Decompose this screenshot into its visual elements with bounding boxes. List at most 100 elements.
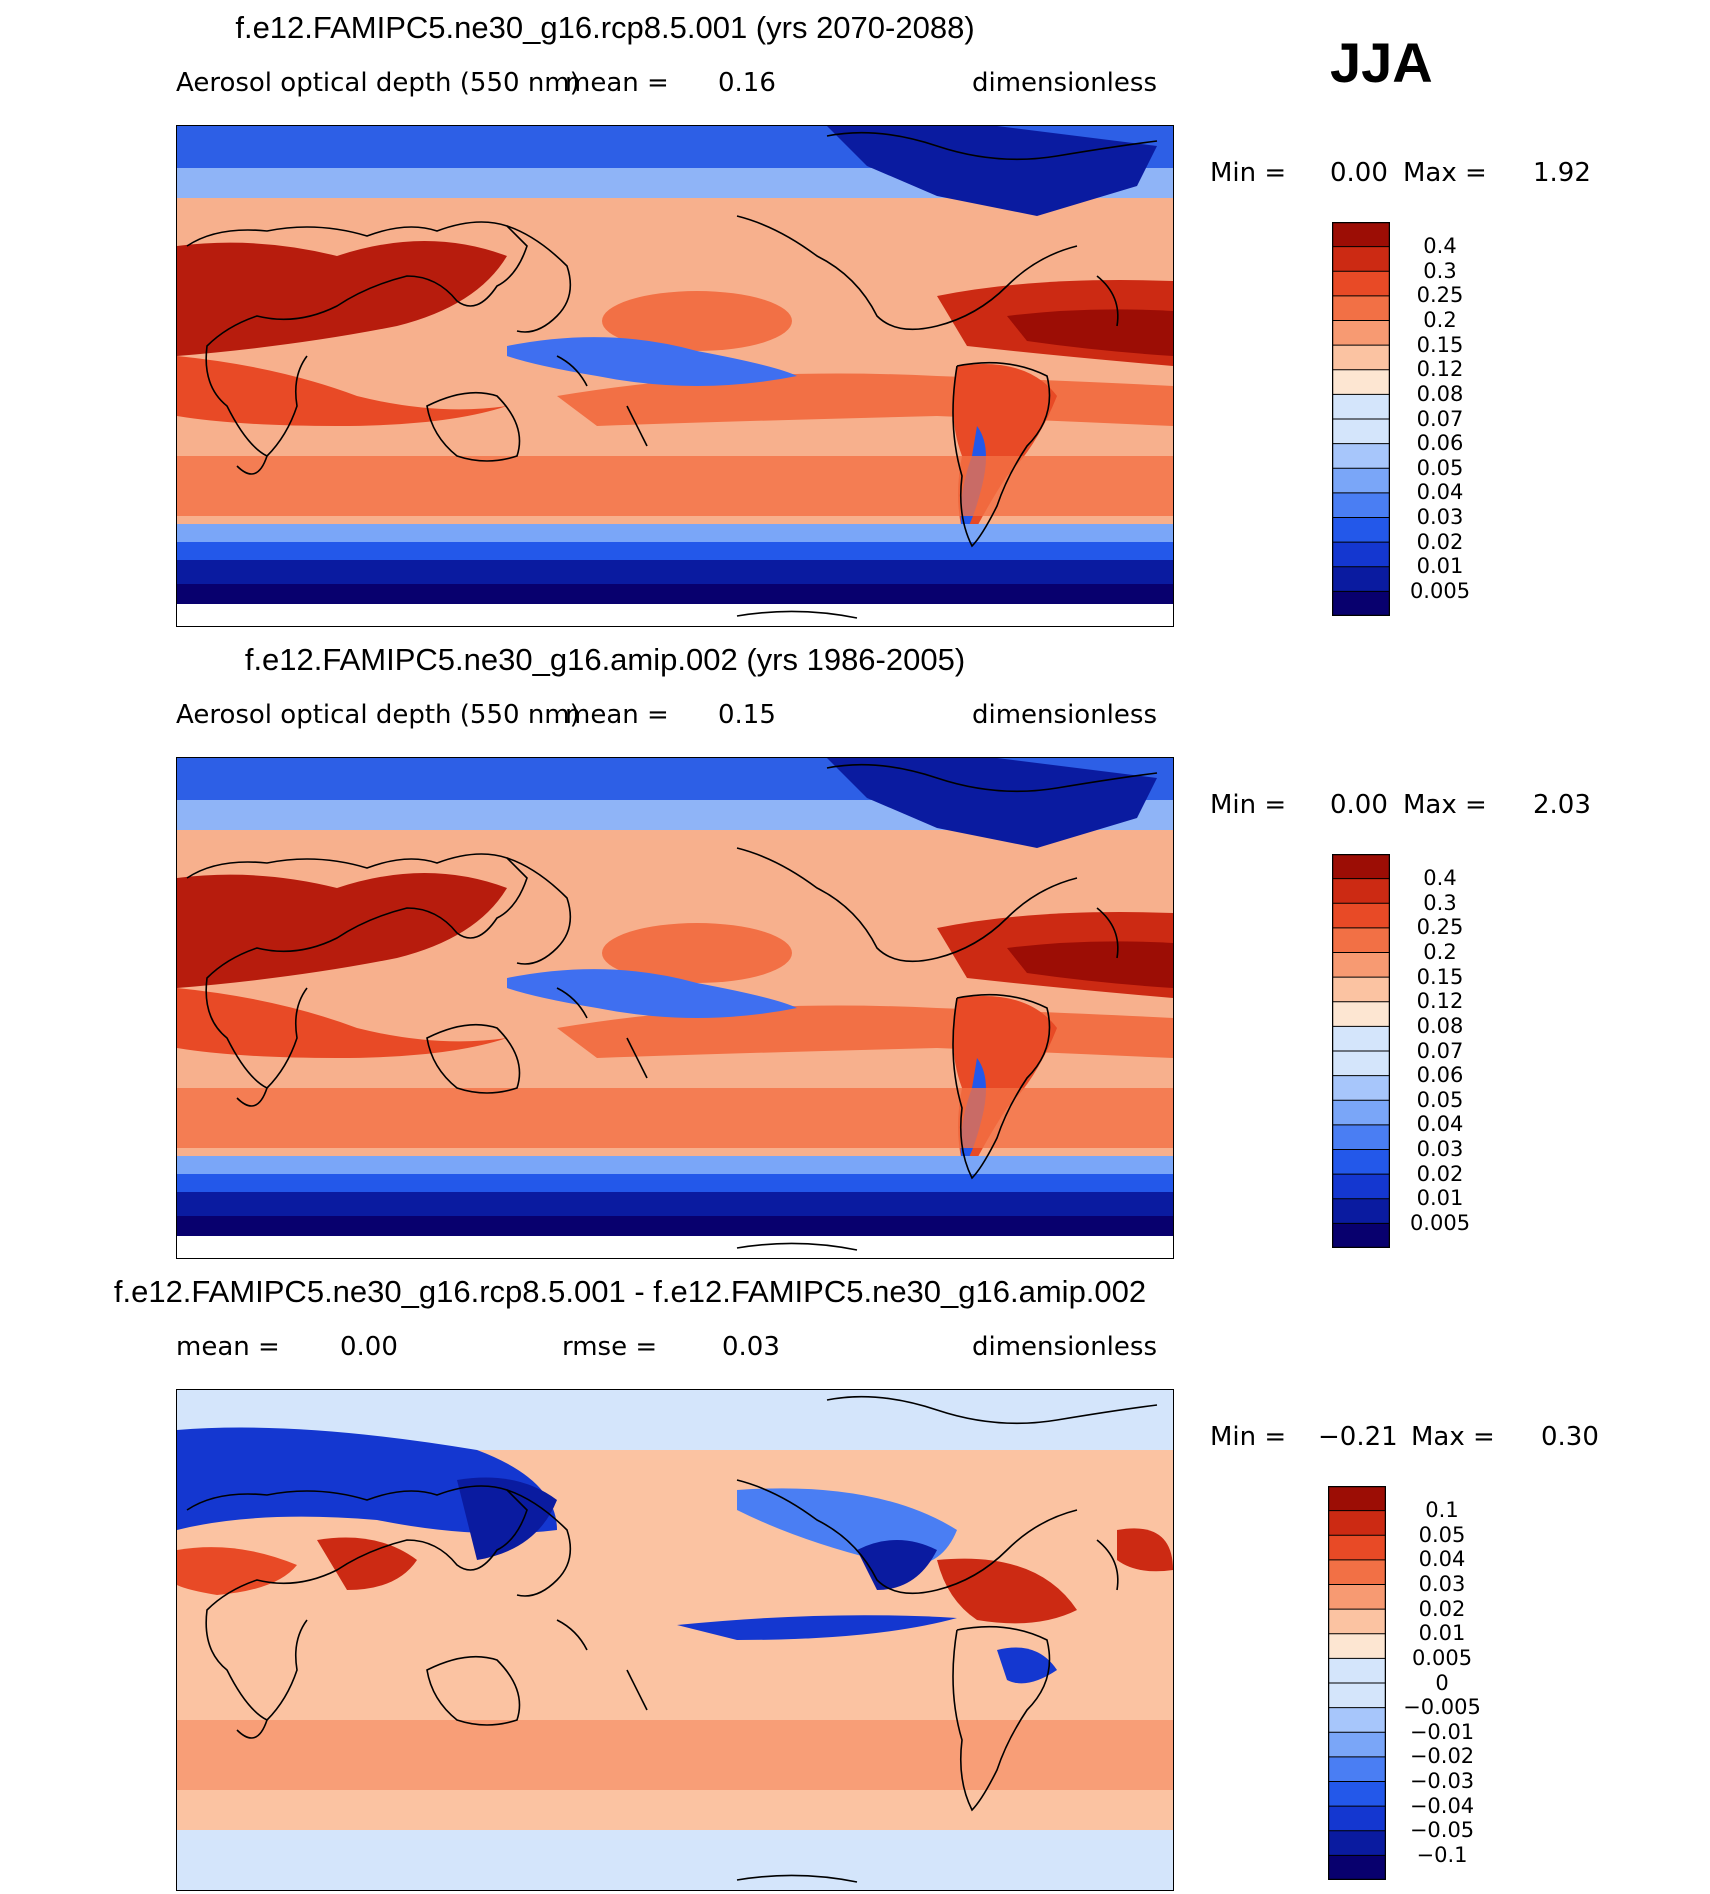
mean-value: 0.16 [718, 68, 776, 98]
colorbar-segment [1332, 320, 1390, 347]
colorbar-segment [1328, 1633, 1386, 1660]
colorbar-segment [1332, 1198, 1390, 1225]
contour-band [677, 1615, 957, 1640]
colorbar-tick-label: 0.02 [1418, 1596, 1466, 1621]
contour-band [177, 1156, 1173, 1174]
contour-band [1007, 941, 1173, 988]
coastline [736, 1479, 1078, 1595]
coastline [236, 1719, 268, 1739]
coastline [186, 853, 528, 1089]
contour-layer [177, 758, 1173, 1258]
colorbar-segment [1332, 270, 1390, 297]
colorbar-tick-label: 0.4 [1423, 234, 1457, 259]
coastline [556, 1619, 588, 1651]
contour-band [177, 560, 1173, 584]
coastline [736, 215, 1078, 331]
coastlines [186, 131, 1158, 619]
coastline [626, 1669, 648, 1711]
max-label: Max = [1403, 790, 1487, 820]
colorbar-segment [1328, 1830, 1386, 1857]
coastlines [186, 1395, 1158, 1883]
contour-band [602, 923, 792, 983]
colorbar-segment [1328, 1559, 1386, 1586]
colorbar-segment [1328, 1707, 1386, 1734]
colorbar-segment [1328, 1657, 1386, 1685]
no-data-band [177, 1236, 1173, 1258]
colorbar-frame [1332, 222, 1390, 616]
contour-band [1117, 1528, 1173, 1572]
colorbar-tick-label: 0.06 [1416, 431, 1464, 456]
contour-band [177, 524, 1173, 542]
colorbar-tick-label: 0.005 [1409, 1210, 1471, 1235]
colorbar-segment [1328, 1756, 1386, 1783]
units-label: dimensionless [972, 700, 1157, 730]
contour-band [997, 1647, 1057, 1684]
colorbar-tick-label: 0.02 [1416, 1161, 1464, 1186]
variable-label: Aerosol optical depth (550 nm) [176, 700, 580, 730]
max-value: 1.92 [1533, 158, 1591, 188]
min-value: 0.00 [1330, 790, 1388, 820]
colorbar-tick-label: 0.07 [1416, 1038, 1464, 1063]
mean-value: 0.15 [718, 700, 776, 730]
colorbar-tick-label: 0.15 [1416, 964, 1464, 989]
mean-label: mean = [565, 68, 669, 98]
max-value: 2.03 [1533, 790, 1591, 820]
panel-rcp85: f.e12.FAMIPC5.ne30_g16.rcp8.5.001 (yrs 2… [0, 0, 1710, 630]
colorbar-segment [1332, 393, 1390, 421]
contour-field [177, 758, 1173, 1258]
contour-band [177, 1830, 1173, 1890]
coastline [506, 857, 572, 965]
contour-band [177, 241, 507, 356]
max-label: Max = [1403, 158, 1487, 188]
coastline [1096, 275, 1119, 327]
colorbar-tick-label: 0.03 [1416, 505, 1464, 529]
colorbar-segment [1332, 1149, 1390, 1176]
rmse-value: 0.03 [722, 1332, 780, 1362]
colorbar-tick-label: −0.03 [1409, 1769, 1475, 1793]
colorbar-segment [1332, 418, 1390, 445]
units-label: dimensionless [972, 1332, 1157, 1362]
colorbar-frame [1328, 1486, 1386, 1880]
colorbar-segment [1332, 590, 1390, 616]
colorbar [1332, 854, 1390, 1248]
colorbar-tick-label: 0.06 [1416, 1063, 1464, 1088]
colorbar-tick-label: 0.25 [1416, 283, 1464, 308]
colorbar-tick-label: 0.05 [1416, 1087, 1464, 1112]
coastline [736, 1874, 858, 1883]
coastline [426, 1655, 521, 1726]
colorbar-tick-label: 0.25 [1416, 915, 1464, 940]
colorbar-segment [1332, 566, 1390, 593]
panel-amip: f.e12.FAMIPC5.ne30_g16.amip.002 (yrs 198… [0, 632, 1710, 1262]
colorbar-segment [1332, 1050, 1390, 1077]
colorbar [1328, 1486, 1386, 1880]
min-value: 0.00 [1330, 158, 1388, 188]
contour-band [177, 584, 1173, 604]
colorbar-tick-label: 0.01 [1418, 1621, 1466, 1646]
coastline [736, 1242, 858, 1251]
colorbar-tick-label: 0.4 [1423, 866, 1457, 891]
coastlines [186, 763, 1158, 1251]
colorbar-segment [1332, 541, 1390, 568]
colorbar-tick-label: 0.04 [1416, 480, 1464, 505]
colorbar-segment [1328, 1584, 1386, 1611]
colorbar-tick-label: 0.02 [1416, 529, 1464, 554]
contour-band [317, 1537, 417, 1590]
colorbar-tick-label: −0.05 [1409, 1818, 1475, 1843]
colorbar-labels: 0.4 0.3 0.25 0.2 0.15 0.12 0.08 0.07 0.06 0.05 0.0… [1390, 854, 1500, 1248]
coastline [1096, 1539, 1119, 1591]
colorbar-tick-label: 0.12 [1416, 357, 1464, 382]
max-label: Max = [1411, 1422, 1495, 1452]
colorbar-tick-label: 0.3 [1423, 258, 1457, 283]
contour-band [827, 758, 1157, 848]
colorbar-tick-label: 0.04 [1418, 1547, 1466, 1572]
variable-label: Aerosol optical depth (550 nm) [176, 68, 580, 98]
colorbar-tick-label: 0.03 [1418, 1572, 1466, 1596]
colorbar-segment [1328, 1781, 1386, 1808]
colorbar-tick-label: 0.01 [1416, 1186, 1464, 1211]
coastline [426, 391, 521, 462]
contour-band [1007, 309, 1173, 356]
contour-band [602, 291, 792, 351]
colorbar-segment [1328, 1682, 1386, 1709]
contour-band [177, 1088, 1173, 1148]
colorbar-segment [1332, 1099, 1390, 1126]
